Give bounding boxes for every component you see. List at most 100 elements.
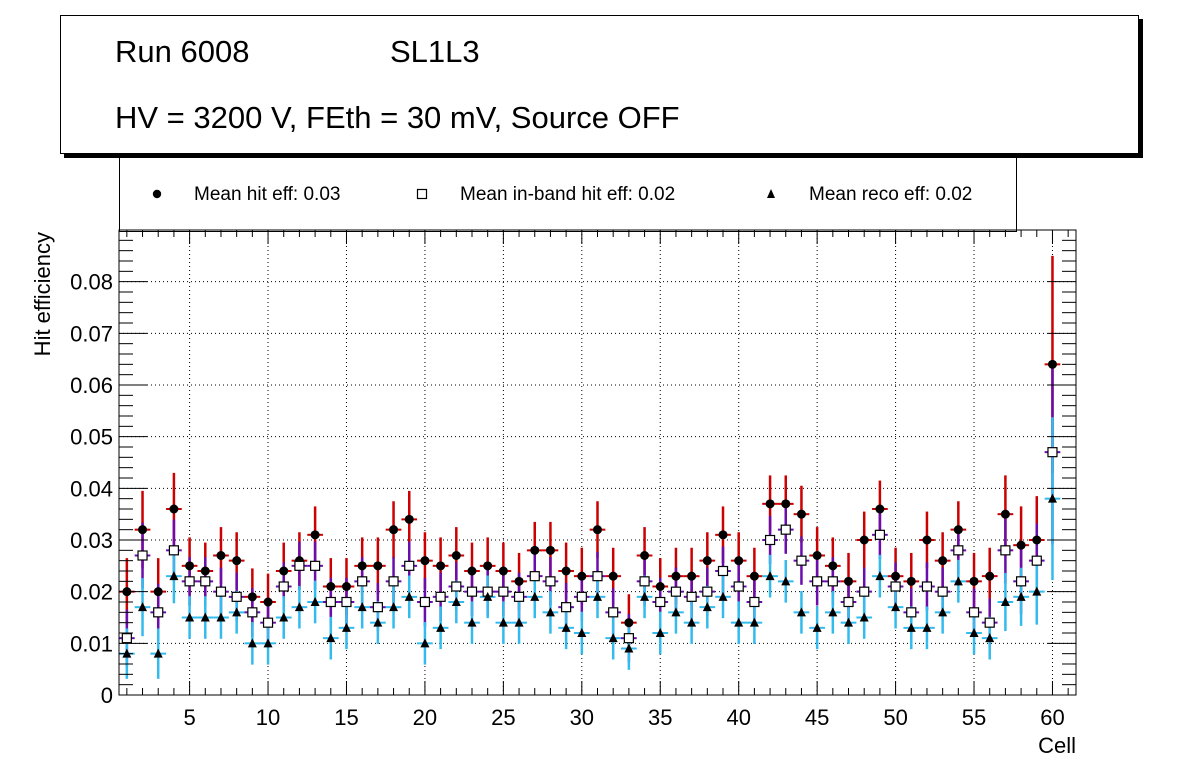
y-tick-label: 0.05 bbox=[70, 425, 113, 450]
inband-eff-point bbox=[529, 571, 540, 582]
reco-eff-point bbox=[875, 571, 885, 581]
x-tick-label: 15 bbox=[334, 705, 358, 730]
reco-eff-point bbox=[420, 638, 430, 648]
reco-eff-point bbox=[294, 602, 304, 612]
plot-frame bbox=[118, 229, 1077, 696]
hit-eff-point bbox=[153, 587, 163, 597]
reco-eff-point bbox=[483, 591, 493, 601]
grid bbox=[119, 230, 1076, 695]
hit-eff-point bbox=[436, 561, 446, 571]
hit-eff-point bbox=[702, 556, 712, 566]
hit-eff-point bbox=[844, 576, 854, 586]
inband-eff-point bbox=[859, 586, 870, 597]
hit-eff-point bbox=[483, 561, 493, 571]
x-axis-label: Cell bbox=[1038, 733, 1076, 758]
legend-reco-label: Mean reco eff: 0.02 bbox=[809, 184, 973, 205]
hit-eff-point bbox=[530, 545, 540, 555]
reco-eff-point bbox=[436, 622, 446, 632]
hit-eff-point bbox=[216, 551, 226, 560]
inband-eff-point bbox=[874, 529, 885, 540]
reco-eff-point bbox=[153, 648, 163, 658]
inband-eff-point bbox=[545, 576, 556, 587]
hit-eff-point bbox=[781, 499, 791, 509]
hit-eff-point bbox=[514, 576, 524, 586]
reco-eff-point bbox=[906, 622, 916, 632]
reco-eff-point bbox=[891, 602, 901, 612]
x-tick-label: 20 bbox=[413, 705, 437, 730]
y-tick-label: 0.08 bbox=[70, 270, 113, 295]
reco-eff-point bbox=[232, 607, 242, 617]
inband-eff-point bbox=[153, 607, 164, 618]
inband-eff-point bbox=[843, 596, 854, 608]
hit-eff-point bbox=[812, 551, 822, 560]
reco-eff-point bbox=[279, 612, 289, 622]
hit-eff-point bbox=[577, 571, 587, 581]
x-tick-label: 5 bbox=[183, 705, 195, 730]
inband-eff-point bbox=[749, 596, 760, 608]
inband-eff-point bbox=[451, 581, 462, 592]
inband-eff-point bbox=[780, 524, 791, 535]
hit-eff-point bbox=[357, 561, 367, 571]
reco-eff-point bbox=[216, 612, 226, 622]
inband-eff-point bbox=[968, 607, 980, 618]
inband-eff-point bbox=[592, 571, 603, 582]
inband-eff-point bbox=[608, 607, 619, 618]
hit-eff-point bbox=[891, 571, 901, 581]
hit-eff-point bbox=[389, 525, 399, 535]
hit-eff-point bbox=[498, 566, 508, 576]
inband-eff-point bbox=[498, 586, 509, 597]
reco-eff-point bbox=[467, 617, 477, 627]
inband-eff-point bbox=[121, 633, 132, 644]
inband-eff-point bbox=[388, 576, 399, 587]
hit-eff-point bbox=[718, 530, 728, 540]
hit-eff-point bbox=[765, 499, 775, 509]
inband-eff-point bbox=[906, 607, 917, 618]
reco-eff-point bbox=[985, 633, 995, 643]
reco-eff-point bbox=[169, 571, 179, 581]
y-tick-label: 0 bbox=[101, 683, 113, 708]
y-tick-label: 0.06 bbox=[70, 373, 113, 398]
reco-eff-point bbox=[373, 617, 383, 627]
legend-hit-label: Mean hit eff: 0.03 bbox=[194, 184, 341, 205]
inband-eff-point bbox=[262, 617, 274, 628]
hit-eff-point bbox=[404, 514, 414, 524]
legend-hit-marker bbox=[152, 189, 162, 199]
x-tick-label: 55 bbox=[962, 705, 986, 730]
reco-eff-point bbox=[859, 612, 869, 622]
hit-eff-point bbox=[185, 561, 195, 571]
hit-eff-point bbox=[985, 571, 995, 581]
reco-eff-point bbox=[138, 602, 148, 612]
hit-eff-point bbox=[200, 566, 210, 576]
reco-eff-point bbox=[593, 591, 602, 601]
hit-eff-point bbox=[593, 525, 602, 535]
hit-eff-point bbox=[545, 545, 555, 555]
inband-eff-point bbox=[796, 555, 807, 566]
axes: 5 10 15 20 25 30 35 40 45 50 55 60 0 0.01 0.02 0.03 0.04… bbox=[70, 230, 1076, 730]
x-tick-label: 10 bbox=[256, 705, 280, 730]
hit-eff-point bbox=[263, 597, 273, 607]
inband-eff-point bbox=[325, 596, 336, 608]
hit-eff-point bbox=[859, 535, 869, 545]
hit-eff-point bbox=[310, 530, 320, 540]
reco-eff-point bbox=[938, 607, 948, 617]
inband-eff-point bbox=[404, 560, 415, 571]
x-tick-label: 40 bbox=[726, 705, 750, 730]
hit-eff-point bbox=[326, 582, 336, 591]
inband-eff-point bbox=[702, 586, 713, 597]
inband-eff-point bbox=[231, 591, 242, 602]
reco-eff-point bbox=[561, 622, 571, 632]
reco-eff-point bbox=[451, 597, 461, 606]
reco-eff-point bbox=[389, 602, 399, 612]
hit-eff-point bbox=[232, 556, 242, 566]
inband-eff-point bbox=[670, 586, 682, 597]
reco-eff-point bbox=[702, 602, 712, 612]
reco-eff-point bbox=[624, 643, 634, 653]
inband-eff-point bbox=[137, 550, 148, 561]
hit-eff-point bbox=[561, 566, 571, 576]
inband-eff-point bbox=[953, 545, 964, 556]
hit-eff-point bbox=[1032, 535, 1042, 545]
reco-eff-point bbox=[953, 576, 963, 586]
reco-eff-point bbox=[608, 633, 618, 643]
hit-eff-point bbox=[828, 561, 838, 571]
reco-eff-point bbox=[326, 633, 336, 643]
